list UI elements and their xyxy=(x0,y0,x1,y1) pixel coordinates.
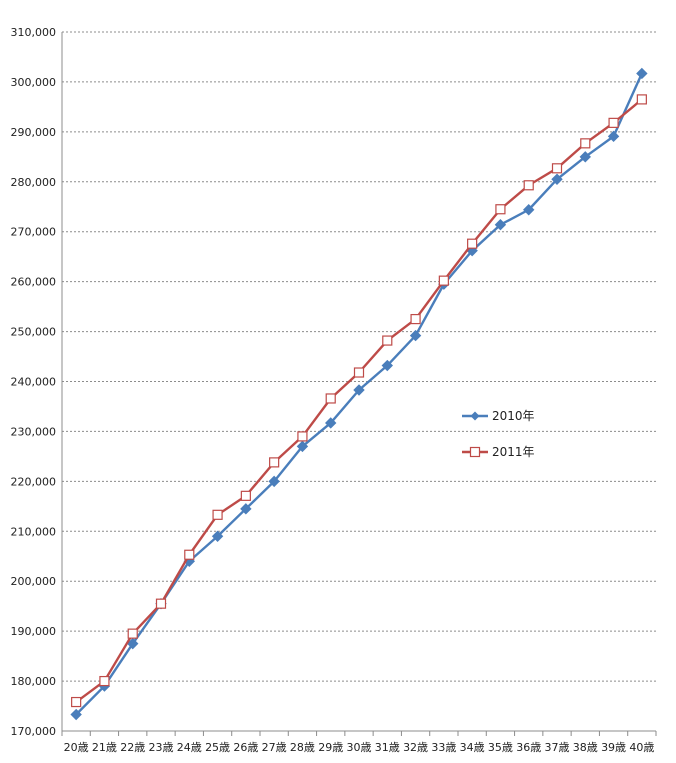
y-tick-label: 290,000 xyxy=(11,126,57,139)
x-tick-label: 21歳 xyxy=(92,741,117,754)
gridlines xyxy=(62,31,656,682)
data-point xyxy=(607,130,620,143)
x-tick-label: 39歳 xyxy=(601,741,626,754)
series-2 xyxy=(71,94,647,708)
legend-marker xyxy=(470,411,480,421)
y-tick-label: 310,000 xyxy=(11,26,57,39)
legend-label: 2011年 xyxy=(492,445,535,459)
x-axis-tick-labels: 20歳 21歳 22歳 23歳 24歳 25歳 26歳 27歳 28歳 29歳 30歳 31歳 32歳 3… xyxy=(64,741,655,754)
x-tick-label: 37歳 xyxy=(545,741,570,754)
x-tick-label: 31歳 xyxy=(375,741,400,754)
legend-label: 2010年 xyxy=(492,409,535,423)
data-point xyxy=(127,637,139,650)
y-tick-label: 300,000 xyxy=(11,76,57,89)
y-tick-label: 230,000 xyxy=(11,425,57,438)
data-point xyxy=(70,708,82,721)
x-tick-label: 40歳 xyxy=(629,741,654,754)
data-point xyxy=(636,67,648,80)
data-point xyxy=(184,549,195,560)
data-point xyxy=(381,359,393,372)
data-point xyxy=(99,675,110,687)
x-tick-label: 33歳 xyxy=(431,741,456,754)
data-point xyxy=(495,204,506,215)
x-tick-label: 26歳 xyxy=(233,741,258,754)
y-tick-label: 190,000 xyxy=(11,625,57,638)
series-line xyxy=(75,98,643,704)
legend-marker xyxy=(469,446,481,458)
data-point xyxy=(353,367,365,378)
data-point xyxy=(240,490,251,501)
y-axis-tick-labels: 170,000 180,000 190,000 200,000 210,000 220,0… xyxy=(11,26,57,738)
data-point xyxy=(297,431,308,442)
data-point xyxy=(636,94,647,105)
data-point xyxy=(382,335,393,346)
x-tick-label: 28歳 xyxy=(290,741,315,754)
data-point xyxy=(410,313,421,325)
data-point xyxy=(409,329,422,342)
legend: 2010年 2011年 xyxy=(462,409,535,459)
data-point xyxy=(494,219,507,231)
data-point xyxy=(579,151,591,163)
data-point xyxy=(212,509,223,520)
data-point xyxy=(523,204,535,216)
data-point xyxy=(71,696,82,708)
legend-item: 2011年 xyxy=(462,445,535,459)
data-point xyxy=(353,384,365,396)
x-tick-label: 34歳 xyxy=(460,741,485,754)
data-point xyxy=(211,530,224,542)
data-point xyxy=(551,163,563,174)
data-point xyxy=(608,117,619,128)
x-tick-label: 22歳 xyxy=(120,741,145,754)
y-tick-label: 220,000 xyxy=(11,475,57,488)
data-point xyxy=(325,393,336,404)
data-point xyxy=(325,417,337,429)
x-tick-label: 35歳 xyxy=(488,741,513,754)
x-tick-label: 38歳 xyxy=(573,741,598,754)
y-tick-label: 260,000 xyxy=(11,276,57,289)
data-point xyxy=(438,275,449,286)
x-tick-label: 36歳 xyxy=(516,741,541,754)
x-tick-label: 32歳 xyxy=(403,741,428,754)
x-tick-label: 27歳 xyxy=(262,741,287,754)
legend-item: 2010年 xyxy=(462,409,535,423)
y-tick-label: 180,000 xyxy=(11,675,57,688)
x-tick-label: 30歳 xyxy=(347,741,372,754)
data-point xyxy=(127,628,138,639)
series-group xyxy=(70,67,648,721)
x-tick-label: 23歳 xyxy=(149,741,174,754)
y-tick-label: 200,000 xyxy=(11,575,57,588)
data-point xyxy=(467,238,478,249)
axes xyxy=(61,32,657,736)
data-point xyxy=(240,503,252,515)
y-tick-label: 240,000 xyxy=(11,376,57,389)
x-tick-label: 20歳 xyxy=(64,741,89,754)
y-tick-label: 170,000 xyxy=(11,725,57,738)
x-tick-label: 24歳 xyxy=(177,741,202,754)
data-point xyxy=(551,173,563,185)
data-point xyxy=(580,138,591,149)
data-point xyxy=(268,475,280,488)
y-tick-label: 280,000 xyxy=(11,176,57,189)
y-tick-label: 250,000 xyxy=(11,326,57,339)
data-point xyxy=(269,457,280,468)
data-point xyxy=(523,180,534,191)
data-point xyxy=(155,598,167,609)
y-tick-label: 270,000 xyxy=(11,226,57,239)
x-tick-label: 29歳 xyxy=(318,741,343,754)
data-point xyxy=(296,440,309,453)
y-tick-label: 210,000 xyxy=(11,525,57,538)
x-tick-label: 25歳 xyxy=(205,741,230,754)
